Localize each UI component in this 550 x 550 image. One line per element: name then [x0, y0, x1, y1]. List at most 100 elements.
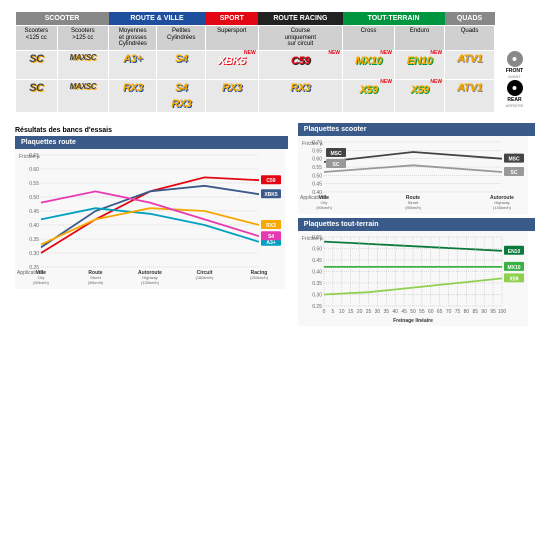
svg-text:MSC: MSC: [508, 156, 520, 162]
svg-text:5: 5: [331, 309, 334, 315]
product-cell: NEWC59: [258, 50, 342, 79]
svg-text:0.35: 0.35: [312, 281, 322, 287]
svg-text:EN10: EN10: [508, 249, 521, 255]
svg-text:X59: X59: [509, 276, 518, 282]
product-cell: A3+: [109, 50, 157, 79]
svg-text:0.30: 0.30: [29, 251, 39, 257]
sub-header: Scooters>125 cc: [57, 26, 108, 51]
product-cell: RX3: [205, 79, 258, 112]
svg-text:SC: SC: [332, 162, 339, 168]
product-cell: RX3: [258, 79, 342, 112]
svg-text:85: 85: [472, 309, 478, 315]
svg-text:(250km/h): (250km/h): [250, 275, 269, 280]
product-cell: S4RX3: [157, 79, 205, 112]
svg-text:(130km/h): (130km/h): [141, 280, 160, 285]
svg-text:Friction µ: Friction µ: [302, 236, 323, 242]
sub-header: Scooters<125 cc: [16, 26, 58, 51]
svg-text:0.45: 0.45: [312, 258, 322, 264]
svg-text:100: 100: [498, 309, 507, 315]
svg-text:95: 95: [490, 309, 496, 315]
product-cell: NEWEN10: [394, 50, 444, 79]
chart-tt-title: Plaquettes tout-terrain: [298, 218, 535, 231]
svg-text:0.45: 0.45: [29, 209, 39, 215]
svg-text:0.25: 0.25: [312, 304, 322, 310]
svg-text:0: 0: [322, 309, 325, 315]
svg-text:30: 30: [374, 309, 380, 315]
svg-text:0.35: 0.35: [29, 237, 39, 243]
section-title: Résultats des bancs d'essais: [15, 127, 288, 134]
cat-header: SPORT: [205, 12, 258, 26]
sub-header: Enduro: [394, 26, 444, 51]
product-cell: NEWX59: [343, 79, 395, 112]
chart-route: 0.250.300.350.400.450.500.550.600.65Fric…: [15, 149, 285, 289]
cat-header: SCOOTER: [16, 12, 109, 26]
svg-text:20: 20: [357, 309, 363, 315]
svg-text:RX3: RX3: [266, 223, 276, 229]
svg-text:0.50: 0.50: [312, 246, 322, 252]
product-cell: ATV1: [445, 50, 495, 79]
cat-header: ROUTE & VILLE: [109, 12, 206, 26]
svg-text:60: 60: [428, 309, 434, 315]
product-cell: MAXSC: [57, 79, 108, 112]
svg-text:0.55: 0.55: [312, 165, 322, 171]
product-cell: NEWX59: [394, 79, 444, 112]
svg-text:40: 40: [392, 309, 398, 315]
sub-header: Courseuniquementsur circuit: [258, 26, 342, 51]
svg-text:0.60: 0.60: [29, 167, 39, 173]
svg-text:MX10: MX10: [507, 265, 520, 271]
svg-text:(90km/h): (90km/h): [405, 205, 421, 210]
svg-text:Freinage linéaire: Freinage linéaire: [393, 318, 433, 324]
svg-text:(50km/h): (50km/h): [33, 280, 49, 285]
svg-text:MSC: MSC: [330, 151, 342, 157]
svg-text:35: 35: [383, 309, 389, 315]
svg-text:(90km/h): (90km/h): [88, 280, 104, 285]
product-cell: ATV1: [445, 79, 495, 112]
svg-text:Friction µ: Friction µ: [19, 154, 40, 160]
svg-text:0.40: 0.40: [312, 269, 322, 275]
sub-header: PetitesCylindrées: [157, 26, 205, 51]
svg-text:0.55: 0.55: [29, 181, 39, 187]
svg-text:Friction µ: Friction µ: [302, 141, 323, 147]
product-cell: SC: [16, 50, 58, 79]
cat-header: TOUT-TERRAIN: [343, 12, 445, 26]
svg-text:15: 15: [348, 309, 354, 315]
svg-text:55: 55: [419, 309, 425, 315]
side-indicator: ⬤FRONTAVANT: [495, 50, 535, 79]
chart-tt: 0.250.300.350.400.450.500.55Friction µEN…: [298, 231, 528, 326]
sub-header: Moyenneset grossesCylindrées: [109, 26, 157, 51]
svg-text:80: 80: [463, 309, 469, 315]
svg-text:0.30: 0.30: [312, 292, 322, 298]
cat-header: QUADS: [445, 12, 495, 26]
svg-text:0.50: 0.50: [312, 173, 322, 179]
svg-text:65: 65: [437, 309, 443, 315]
product-cell: MAXSC: [57, 50, 108, 79]
cat-header: ROUTE RACING: [258, 12, 342, 26]
sub-header: Cross: [343, 26, 395, 51]
svg-text:70: 70: [446, 309, 452, 315]
svg-text:A3+: A3+: [266, 240, 275, 246]
svg-text:50: 50: [410, 309, 416, 315]
category-table: SCOOTERROUTE & VILLESPORTROUTE RACINGTOU…: [15, 12, 535, 113]
svg-text:90: 90: [481, 309, 487, 315]
svg-text:S4: S4: [268, 234, 274, 240]
svg-text:10: 10: [339, 309, 345, 315]
svg-text:45: 45: [401, 309, 407, 315]
svg-text:SC: SC: [510, 170, 517, 176]
svg-text:0.65: 0.65: [312, 148, 322, 154]
product-cell: NEWXBK5: [205, 50, 258, 79]
svg-text:0.50: 0.50: [29, 195, 39, 201]
svg-text:0.60: 0.60: [312, 156, 322, 162]
product-cell: RX3: [109, 79, 157, 112]
chart-route-title: Plaquettes route: [15, 136, 288, 149]
svg-text:(180km/h): (180km/h): [195, 275, 214, 280]
product-cell: S4: [157, 50, 205, 79]
sub-header: Quads: [445, 26, 495, 51]
chart-scooter: 0.400.450.500.550.600.650.70Friction µMS…: [298, 136, 528, 214]
chart-scooter-title: Plaquettes scooter: [298, 123, 535, 136]
svg-text:25: 25: [366, 309, 372, 315]
svg-text:C59: C59: [266, 178, 275, 184]
svg-text:0.45: 0.45: [312, 181, 322, 187]
sub-header: Supersport: [205, 26, 258, 51]
svg-text:0.40: 0.40: [29, 223, 39, 229]
svg-text:XBK5: XBK5: [264, 192, 278, 198]
